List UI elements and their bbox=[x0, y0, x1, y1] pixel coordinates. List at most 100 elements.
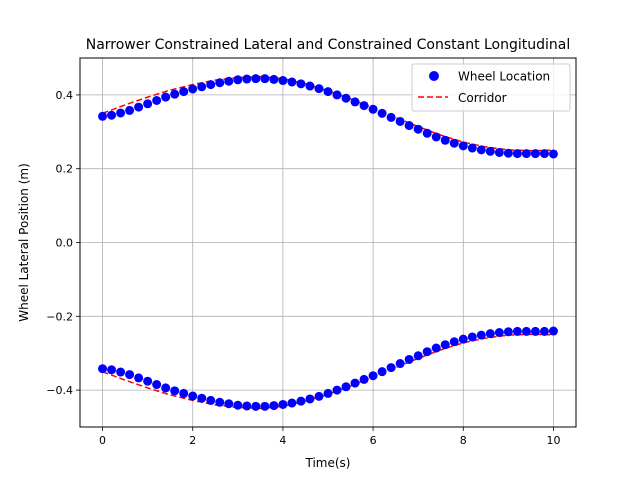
wheel-location-point-upper bbox=[224, 76, 234, 86]
wheel-location-point-lower bbox=[530, 326, 540, 336]
wheel-location-point-upper bbox=[242, 74, 252, 84]
wheel-location-point-upper bbox=[188, 84, 198, 94]
wheel-location-point-upper bbox=[197, 82, 207, 92]
wheel-location-point-lower bbox=[332, 385, 342, 395]
y-tick-label: −0.4 bbox=[46, 384, 73, 397]
wheel-location-point-upper bbox=[350, 97, 360, 107]
wheel-location-point-upper bbox=[368, 104, 378, 114]
wheel-location-point-lower bbox=[260, 401, 270, 411]
axis-ticks: 0 2 4 6 8 10 −0.4 −0.2 0.0 0.2 0.4 bbox=[46, 89, 560, 447]
wheel-location-point-lower bbox=[503, 327, 513, 337]
x-tick-label: 10 bbox=[546, 434, 560, 447]
wheel-location-point-lower bbox=[386, 363, 396, 373]
wheel-location-point-upper bbox=[215, 78, 225, 88]
wheel-location-point-lower bbox=[413, 351, 423, 361]
wheel-location-point-lower bbox=[323, 388, 333, 398]
wheel-location-point-lower bbox=[467, 332, 477, 342]
wheel-location-point-lower bbox=[188, 391, 198, 401]
wheel-location-point-upper bbox=[413, 124, 423, 134]
legend-corridor-label: Corridor bbox=[458, 91, 507, 105]
wheel-location-point-upper bbox=[422, 128, 432, 138]
wheel-location-point-lower bbox=[278, 399, 288, 409]
wheel-location-point-lower bbox=[449, 337, 459, 347]
wheel-location-point-lower bbox=[440, 340, 450, 350]
wheel-location-point-lower bbox=[548, 326, 558, 336]
wheel-location-point-upper bbox=[251, 74, 261, 84]
wheel-location-point-upper bbox=[449, 138, 459, 148]
wheel-location-point-lower bbox=[269, 401, 279, 411]
wheel-location-point-lower bbox=[512, 326, 522, 336]
wheel-location-point-lower bbox=[485, 329, 495, 339]
wheel-location-point-upper bbox=[530, 149, 540, 159]
wheel-location-point-upper bbox=[404, 121, 414, 131]
wheel-location-point-upper bbox=[386, 112, 396, 122]
x-tick-label: 4 bbox=[279, 434, 286, 447]
wheel-location-point-lower bbox=[494, 328, 504, 338]
wheel-location-point-upper bbox=[125, 105, 135, 115]
wheel-location-point-lower bbox=[305, 394, 315, 404]
corridor-lower-line bbox=[102, 333, 554, 410]
wheel-location-point-lower bbox=[179, 388, 189, 398]
chart-title: Narrower Constrained Lateral and Constra… bbox=[86, 37, 571, 53]
wheel-location-point-upper bbox=[107, 110, 117, 120]
wheel-location-point-upper bbox=[98, 111, 108, 121]
wheel-location-point-lower bbox=[296, 396, 306, 406]
wheel-location-point-upper bbox=[287, 77, 297, 87]
wheel-location-point-lower bbox=[107, 365, 117, 375]
wheel-location-point-lower bbox=[377, 367, 387, 377]
wheel-location-point-upper bbox=[512, 149, 522, 159]
wheel-location-point-lower bbox=[197, 393, 207, 403]
wheel-location-point-upper bbox=[314, 84, 324, 94]
wheel-location-point-upper bbox=[116, 108, 126, 118]
corridor-series bbox=[102, 75, 554, 410]
corridor-upper-line bbox=[102, 75, 554, 152]
wheel-location-point-upper bbox=[341, 93, 351, 103]
wheel-location-point-upper bbox=[494, 147, 504, 157]
y-tick-label: −0.2 bbox=[46, 310, 73, 323]
y-axis-label: Wheel Lateral Position (m) bbox=[17, 163, 31, 322]
wheel-location-point-upper bbox=[476, 145, 486, 155]
wheel-location-series bbox=[98, 74, 558, 411]
wheel-location-point-lower bbox=[359, 374, 369, 384]
legend-wheel-location-label: Wheel Location bbox=[458, 70, 550, 84]
wheel-location-point-lower bbox=[341, 382, 351, 392]
wheel-location-point-upper bbox=[521, 149, 531, 159]
wheel-location-point-upper bbox=[503, 148, 513, 158]
wheel-location-point-lower bbox=[98, 364, 108, 374]
wheel-location-point-lower bbox=[206, 395, 216, 405]
wheel-location-point-lower bbox=[233, 400, 243, 410]
wheel-location-point-lower bbox=[350, 378, 360, 388]
wheel-location-point-upper bbox=[485, 146, 495, 156]
wheel-location-point-lower bbox=[152, 380, 162, 390]
wheel-location-point-lower bbox=[125, 370, 135, 380]
wheel-location-point-lower bbox=[251, 401, 261, 411]
wheel-location-point-upper bbox=[170, 89, 180, 99]
grid-lines bbox=[80, 58, 576, 427]
x-tick-label: 6 bbox=[370, 434, 377, 447]
wheel-location-point-upper bbox=[134, 102, 144, 112]
x-tick-label: 8 bbox=[460, 434, 467, 447]
wheel-location-point-lower bbox=[224, 399, 234, 409]
wheel-location-point-upper bbox=[377, 108, 387, 118]
wheel-location-point-upper bbox=[206, 80, 216, 90]
wheel-location-point-lower bbox=[161, 383, 171, 393]
wheel-location-point-lower bbox=[476, 330, 486, 340]
wheel-location-point-upper bbox=[548, 149, 558, 159]
wheel-location-point-upper bbox=[143, 99, 153, 109]
wheel-location-point-lower bbox=[287, 398, 297, 408]
legend-wheel-location-marker-icon bbox=[429, 71, 439, 81]
y-tick-label: 0.2 bbox=[56, 163, 74, 176]
wheel-location-point-upper bbox=[260, 74, 270, 84]
wheel-location-point-upper bbox=[161, 92, 171, 102]
legend-box bbox=[411, 63, 571, 112]
wheel-location-point-upper bbox=[269, 74, 279, 84]
wheel-location-point-upper bbox=[233, 75, 243, 85]
wheel-location-point-lower bbox=[422, 347, 432, 357]
wheel-location-point-lower bbox=[143, 376, 153, 386]
wheel-location-point-upper bbox=[458, 141, 468, 151]
wheel-location-point-upper bbox=[179, 87, 189, 97]
wheel-location-point-upper bbox=[152, 95, 162, 105]
wheel-location-point-upper bbox=[359, 101, 369, 111]
wheel-location-point-lower bbox=[458, 334, 468, 344]
